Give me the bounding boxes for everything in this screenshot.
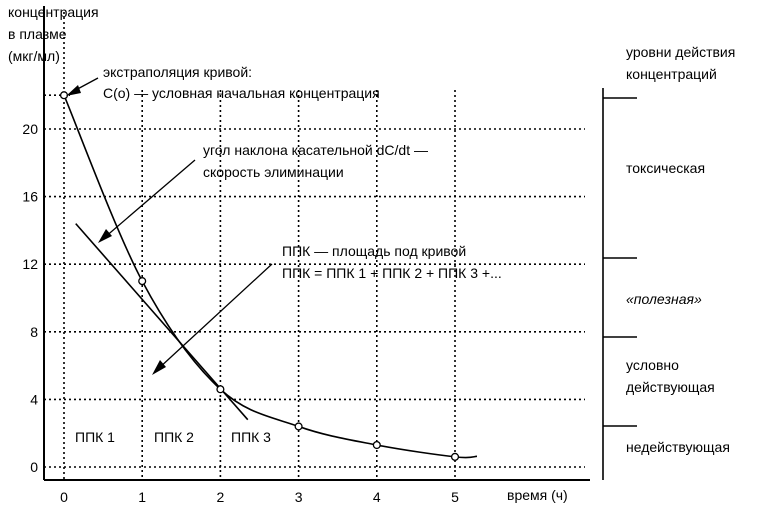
x-tick-label-1: 1 <box>138 489 146 505</box>
x-tick-label-4: 4 <box>373 489 381 505</box>
area-label-2: ППК 2 <box>154 429 194 445</box>
annotation-auc-arrow <box>157 263 273 370</box>
area-labels: ППК 1 ППК 2 ППК 3 <box>75 429 271 445</box>
level-useful: «полезная» <box>626 291 702 307</box>
annotation-slope-line-1: угол наклона касательной dC/dt — <box>203 142 428 158</box>
levels-title-line-2: концентраций <box>626 66 717 82</box>
x-tick-label-0: 0 <box>60 489 68 505</box>
area-label-3: ППК 3 <box>231 429 271 445</box>
level-conditional-line-2: действующая <box>626 379 715 395</box>
level-toxic: токсическая <box>626 160 705 176</box>
area-label-1: ППК 1 <box>75 429 115 445</box>
data-points <box>59 91 460 461</box>
annotation-extrapolation: экстраполяция кривой: C(o) — условная на… <box>66 64 380 101</box>
y-axis-label-line-3: (мкг/мл) <box>8 48 60 64</box>
data-point-0 <box>59 91 69 100</box>
y-tick-label-16: 16 <box>22 189 38 205</box>
y-tick-label-0: 0 <box>30 459 38 475</box>
level-inactive: недействующая <box>626 439 730 455</box>
y-axis-label: концентрация в плазме (мкг/мл) <box>8 4 99 64</box>
annotation-auc-arrowhead <box>152 360 166 375</box>
y-tick-label-20: 20 <box>22 121 38 137</box>
annotation-extrapolation-line-1: экстраполяция кривой: <box>103 64 252 80</box>
annotation-extrapolation-arrowhead <box>66 85 81 96</box>
annotation-slope-arrowhead <box>98 229 112 243</box>
data-point-5 <box>450 452 460 461</box>
y-tick-label-12: 12 <box>22 256 38 272</box>
data-point-2 <box>216 385 225 394</box>
y-tick-label-4: 4 <box>30 391 38 407</box>
x-tick-label-2: 2 <box>217 489 225 505</box>
axes <box>43 6 590 481</box>
level-conditional-line-1: условно <box>626 357 679 373</box>
annotation-auc: ППК — площадь под кривой ППК = ППК 1 + П… <box>152 243 502 375</box>
y-tick-label-8: 8 <box>30 324 38 340</box>
y-axis-label-line-2: в плазме <box>8 26 67 42</box>
annotation-slope-arrow <box>103 159 196 239</box>
data-point-1 <box>138 277 147 286</box>
concentration-curve-line <box>63 94 478 459</box>
x-axis-label: время (ч) <box>507 487 568 503</box>
levels-title-line-1: уровни действия <box>626 44 735 60</box>
annotation-auc-line-1: ППК — площадь под кривой <box>282 243 466 259</box>
data-point-4 <box>372 440 381 450</box>
annotation-slope: угол наклона касательной dC/dt — скорост… <box>98 142 428 243</box>
annotation-auc-line-2: ППК = ППК 1 + ППК 2 + ППК 3 +... <box>282 265 502 281</box>
annotation-slope-line-2: скорость элиминации <box>203 164 344 180</box>
y-axis-label-line-1: концентрация <box>8 4 99 20</box>
levels-scale: уровни действия концентраций токсическая… <box>602 44 735 480</box>
annotation-extrapolation-line-2: C(o) — условная начальная концентрация <box>103 85 380 101</box>
x-tick-label-3: 3 <box>295 489 303 505</box>
x-tick-label-5: 5 <box>451 489 459 505</box>
data-point-3 <box>294 422 303 431</box>
